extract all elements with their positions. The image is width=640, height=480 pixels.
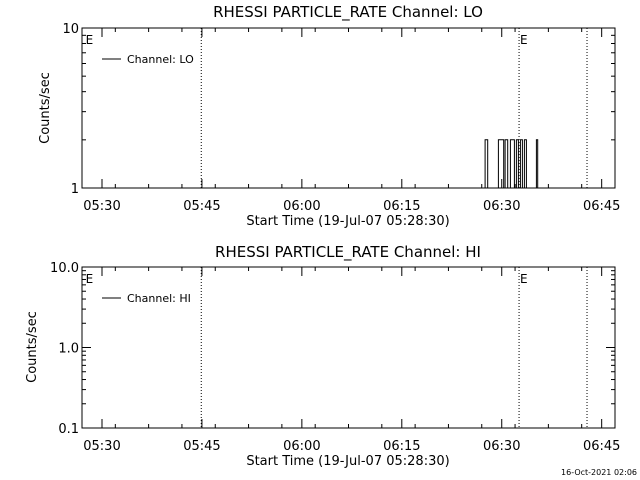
data-pulse [504, 139, 509, 188]
plot-frame [81, 27, 616, 189]
y-tick-label: 10 [62, 22, 79, 37]
x-tick-label: 06:15 [383, 199, 420, 214]
y-tick-label: 1.0 [58, 342, 79, 357]
x-tick-label: 06:15 [383, 439, 420, 454]
x-tick-label: 05:45 [183, 439, 220, 454]
x-tick-label: 06:00 [283, 439, 320, 454]
x-tick-label: 06:30 [483, 439, 520, 454]
data-pulse [484, 139, 489, 188]
x-tick-label: 05:45 [183, 199, 220, 214]
y-tick-label: 10.0 [50, 261, 79, 276]
x-tick-label: 05:30 [83, 199, 120, 214]
x-tick-label: 06:30 [483, 199, 520, 214]
x-tick-label: 06:00 [283, 199, 320, 214]
event-label: E [520, 272, 528, 286]
series [484, 139, 539, 188]
x-tick-label: 06:45 [583, 199, 620, 214]
data-pulse [515, 139, 519, 188]
x-axis-label: Start Time (19-Jul-07 05:28:30) [246, 214, 449, 229]
x-tick-label: 05:30 [83, 439, 120, 454]
event-markers: EE [86, 267, 588, 428]
y-tick-label: 0.1 [58, 422, 79, 437]
data-pulse [535, 139, 539, 188]
legend-label: Channel: LO [127, 53, 194, 66]
legend: Channel: HI [102, 292, 191, 305]
event-label: E [86, 33, 94, 47]
event-label: E [86, 272, 94, 286]
chart-title: RHESSI PARTICLE_RATE Channel: LO [213, 3, 483, 22]
event-label: E [520, 33, 528, 47]
legend: Channel: LO [102, 53, 194, 66]
y-ticks: 1 10 [62, 22, 615, 197]
x-tick-label: 06:45 [583, 439, 620, 454]
x-axis-label: Start Time (19-Jul-07 05:28:30) [246, 454, 449, 469]
y-axis-label: Counts/sec [25, 311, 40, 383]
y-tick-label: 1 [71, 182, 79, 197]
lo-channel-panel: RHESSI PARTICLE_RATE Channel: LO Counts/… [38, 3, 620, 229]
data-pulse [497, 139, 505, 188]
y-ticks: 0.1 1.0 10.0 [50, 261, 615, 437]
generation-timestamp: 16-Oct-2021 02:06 [561, 468, 637, 477]
data-pulse [509, 139, 515, 188]
legend-label: Channel: HI [127, 292, 191, 305]
event-markers: EE [86, 28, 588, 188]
chart-title: RHESSI PARTICLE_RATE Channel: HI [215, 243, 481, 262]
hi-channel-panel: RHESSI PARTICLE_RATE Channel: HI Counts/… [25, 243, 620, 469]
data-pulse [519, 139, 523, 188]
y-axis-label: Counts/sec [38, 72, 53, 144]
data-pulse [523, 139, 527, 188]
